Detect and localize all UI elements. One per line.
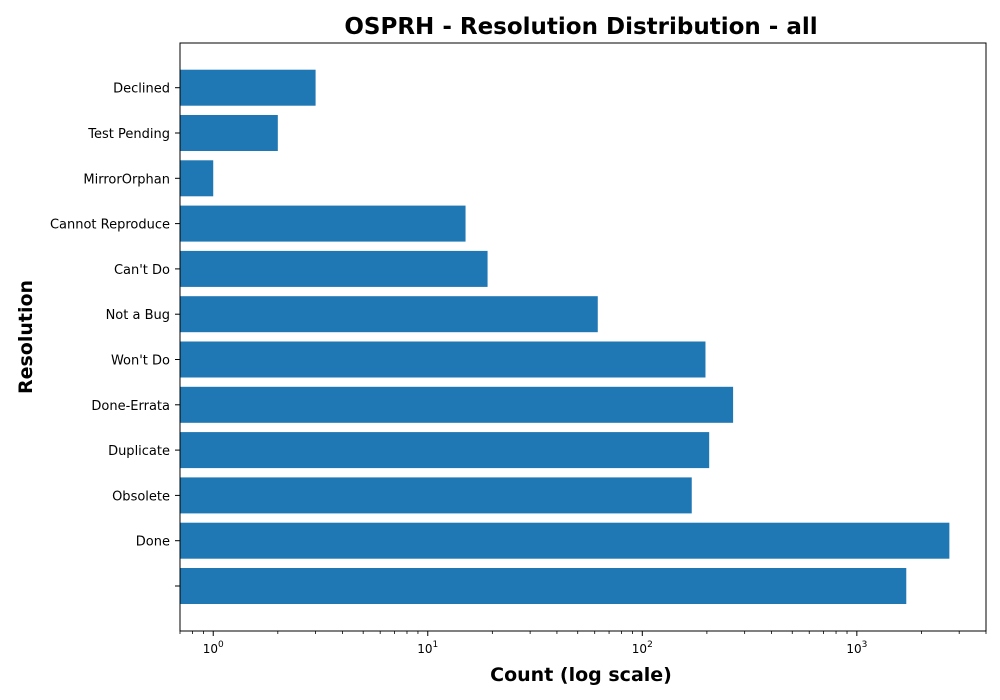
- bar: [180, 522, 950, 559]
- y-tick-label: Obsolete: [112, 489, 170, 504]
- y-tick-label: Can't Do: [114, 263, 170, 278]
- bar: [180, 477, 692, 514]
- chart-title: OSPRH - Resolution Distribution - all: [344, 14, 817, 40]
- y-tick-label: Test Pending: [87, 127, 170, 142]
- y-axis-label: Resolution: [15, 280, 37, 394]
- x-tick-label: 101: [417, 640, 438, 656]
- bars-group: [180, 69, 950, 604]
- x-axis-ticks: 100 101 102 103: [179, 631, 987, 656]
- bar: [180, 568, 907, 604]
- y-axis-ticks: Done Obsolete Duplicate Done-Errata Won't Do…: [50, 82, 180, 587]
- bar: [180, 69, 316, 106]
- y-tick-label: MirrorOrphan: [83, 172, 170, 187]
- bar: [180, 296, 598, 333]
- bar: [180, 160, 214, 197]
- y-tick-label: Cannot Reproduce: [50, 218, 170, 233]
- y-tick-label: Not a Bug: [106, 308, 170, 323]
- x-axis-label: Count (log scale): [490, 664, 672, 686]
- y-tick-label: Won't Do: [111, 354, 170, 369]
- y-tick-label: Done-Errata: [91, 399, 170, 414]
- bar: [180, 386, 734, 423]
- y-tick-label: Declined: [113, 82, 170, 97]
- x-tick-label: 103: [846, 640, 867, 656]
- plot-frame: [179, 42, 987, 632]
- y-tick-label: Done: [136, 535, 170, 550]
- x-tick-label: 100: [203, 640, 224, 656]
- bar: [180, 250, 488, 287]
- bar: [180, 205, 466, 242]
- bar: [180, 432, 710, 469]
- bar: [180, 341, 706, 378]
- y-tick-label: Duplicate: [108, 444, 170, 459]
- bar: [180, 115, 278, 151]
- x-tick-label: 102: [632, 640, 653, 656]
